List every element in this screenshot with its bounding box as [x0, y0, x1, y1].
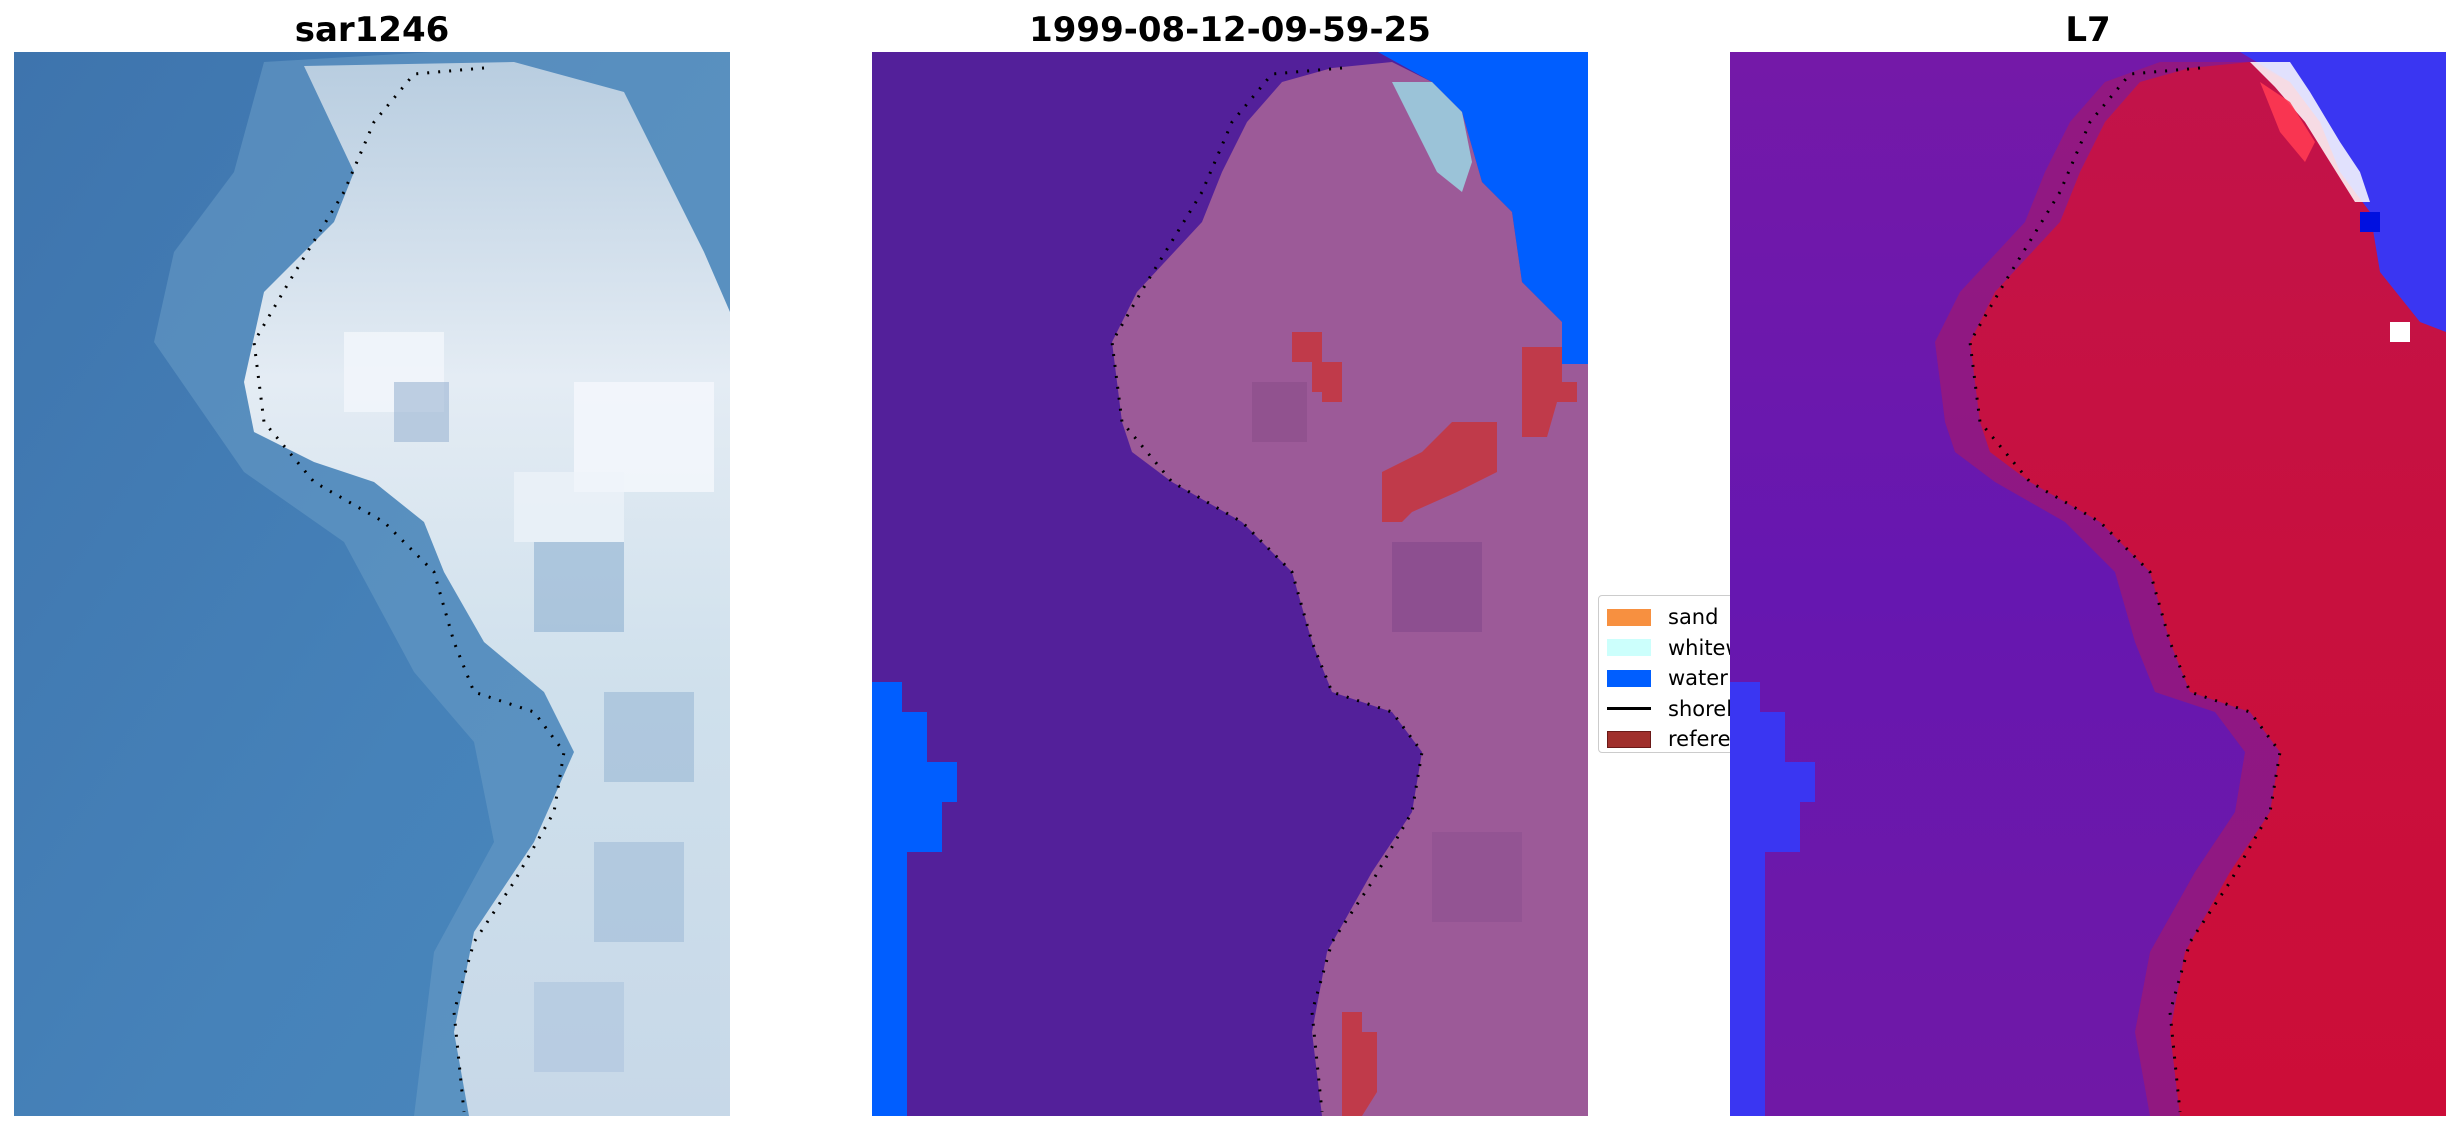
legend-swatch-water	[1607, 669, 1651, 687]
classified-image	[872, 52, 1588, 1116]
legend-swatch-shoreline	[1607, 707, 1651, 711]
index-image-panel	[1730, 52, 2446, 1116]
legend-swatch-reference-shoreline	[1607, 730, 1651, 748]
legend-label-sand: sand	[1668, 605, 1719, 630]
legend-item-sand: sand	[1599, 602, 1837, 633]
panel-title-rgb: sar1246	[294, 10, 450, 50]
panel-title-index: L7	[2065, 10, 2111, 50]
legend-item-water: water	[1599, 663, 1837, 694]
rgb-image-panel	[14, 52, 730, 1116]
index-image	[1730, 52, 2446, 1116]
legend-swatch-sand	[1607, 608, 1651, 626]
panel-title-classified: 1999-08-12-09-59-25	[1029, 10, 1431, 50]
legend-swatch-whitewater	[1607, 639, 1651, 657]
legend-label-water: water	[1668, 666, 1728, 691]
classified-image-panel	[872, 52, 1588, 1116]
rgb-satellite-image	[14, 52, 730, 1116]
